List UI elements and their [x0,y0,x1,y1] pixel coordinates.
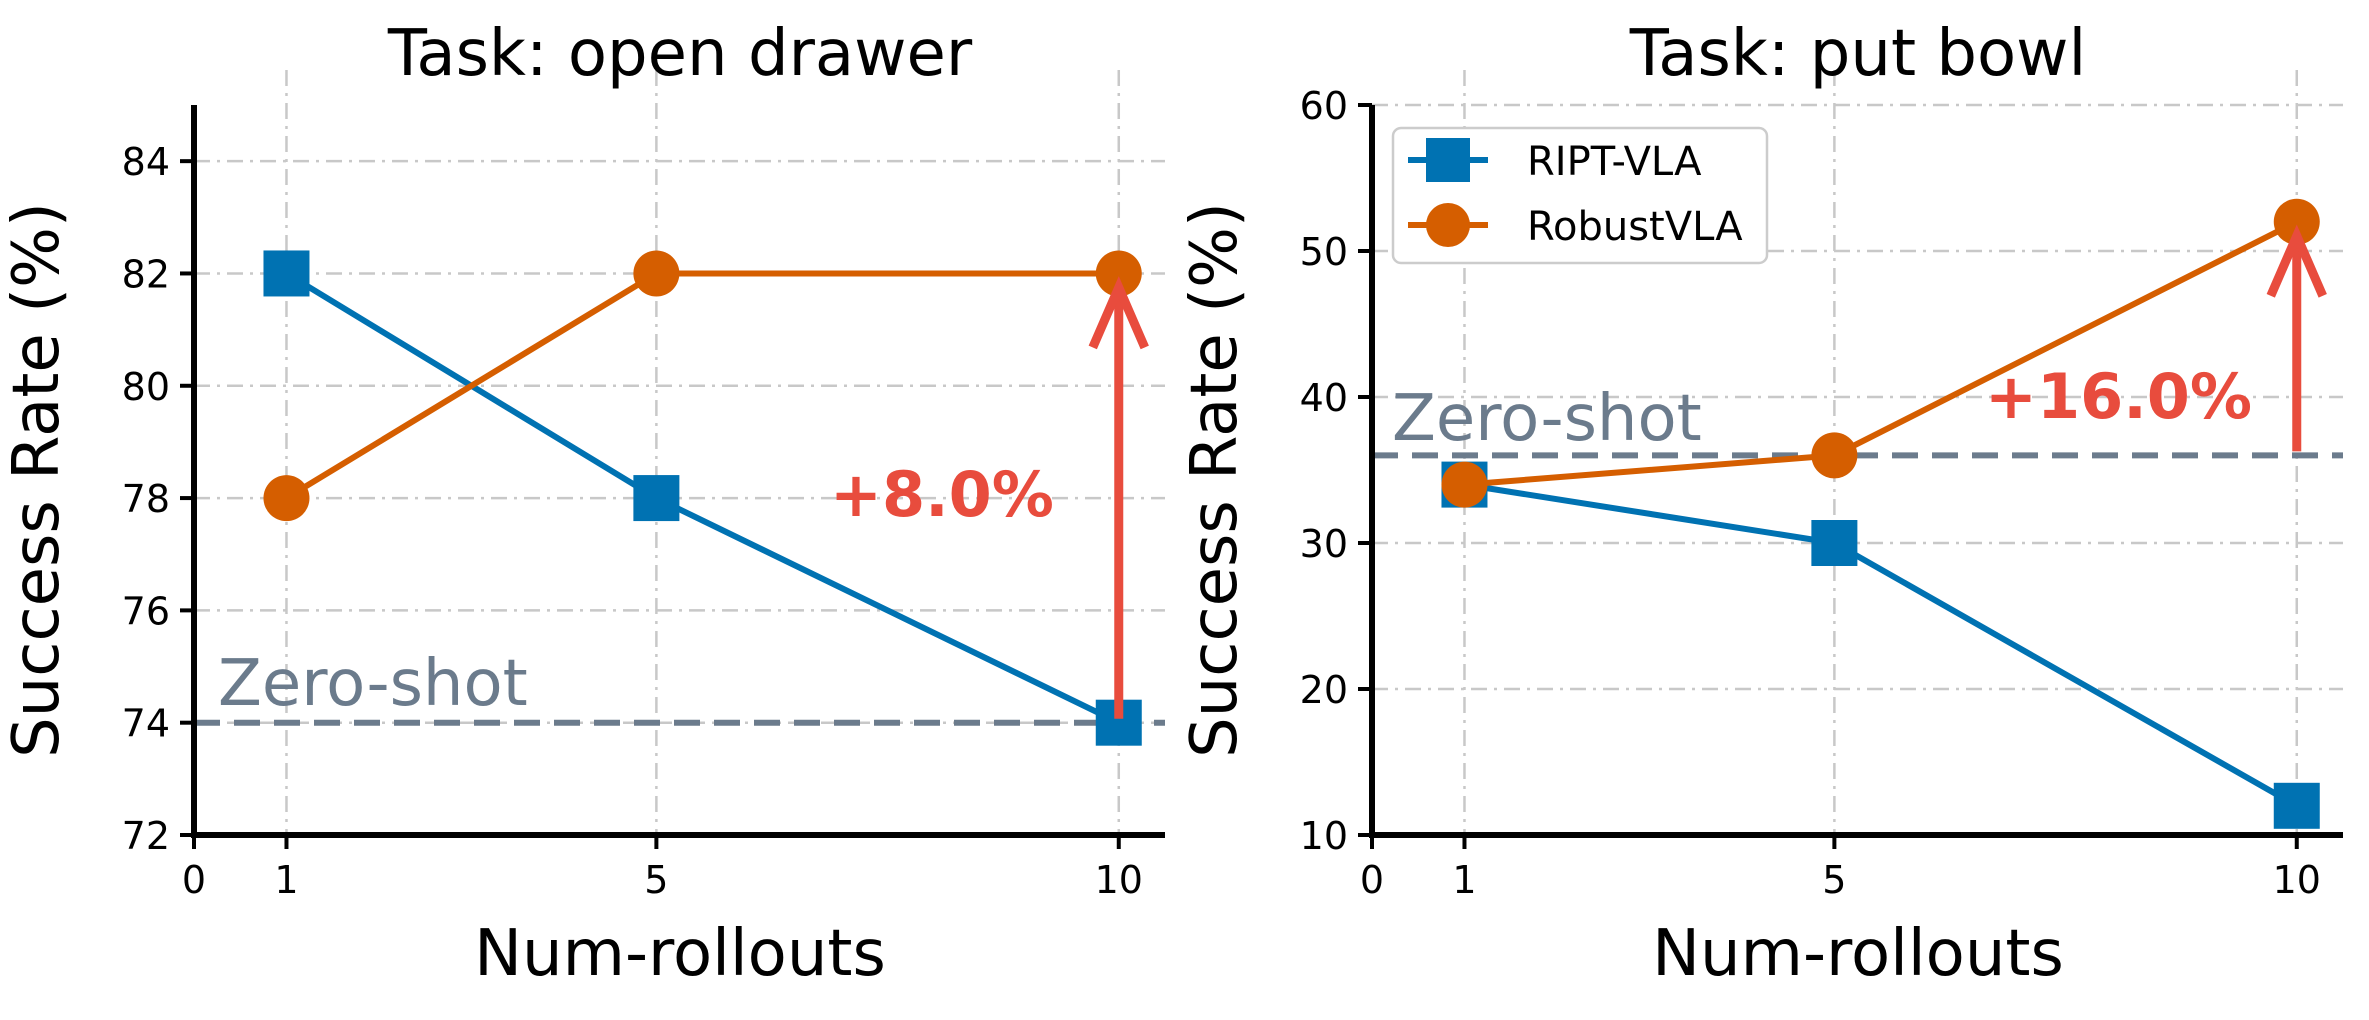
tick-labels: 10 20 30 40 50 60 0 1 5 10 [1300,84,2321,902]
data-point-ript-vla [263,250,310,297]
arrow-head [2266,224,2327,298]
data-point-robustvla [633,250,680,297]
y-tick-label: 60 [1300,84,1348,128]
axes [180,105,1165,849]
y-axis-label: Success Rate (%) [1178,202,1252,758]
x-axis-label: Num-rollouts [474,917,886,991]
tick-labels: 72 74 76 78 80 82 84 0 1 5 10 [122,140,1143,902]
x-tick-label: 5 [644,858,668,902]
y-tick-label: 74 [122,702,170,746]
chart-title: Task: open drawer [387,17,973,91]
x-tick-label: 10 [1095,858,1143,902]
series-group [1441,198,2320,829]
data-point-robustvla [263,475,310,522]
y-tick-label: 80 [122,365,170,409]
series-line-ript-vla [1464,481,2299,809]
legend-marker-robustvla [1426,203,1470,247]
x-tick-label: 5 [1822,858,1846,902]
data-point-ript-vla [2273,782,2320,829]
legend-label-robustvla: RobustVLA [1527,204,1743,250]
y-tick-label: 78 [122,477,170,521]
x-tick-label: 0 [1360,858,1384,902]
legend-marker-ript-vla [1426,138,1470,182]
data-point-robustvla [1811,432,1858,479]
y-tick-label: 84 [122,140,170,184]
x-tick-label: 10 [2273,858,2321,902]
x-tick-label: 1 [274,858,298,902]
x-tick-label: 0 [182,858,206,902]
axes [1358,103,2343,849]
data-point-robustvla [1441,461,1488,508]
y-tick-label: 76 [122,589,170,633]
data-point-ript-vla [633,475,680,522]
improvement-label: +8.0% [830,458,1054,531]
baseline-label: Zero-shot [218,647,528,721]
arrow-head [1088,276,1149,350]
y-tick-label: 30 [1300,522,1348,566]
legend: RIPT-VLA RobustVLA [1391,126,1769,265]
y-tick-label: 72 [122,814,170,858]
y-tick-label: 10 [1300,814,1348,858]
y-tick-label: 50 [1300,230,1348,274]
data-point-ript-vla [1811,520,1858,566]
data-point-robustvla [1095,250,1142,297]
chart-title: Task: put bowl [1629,17,2087,91]
x-axis-label: Num-rollouts [1652,917,2064,991]
series-group [263,250,1142,746]
y-tick-label: 40 [1300,376,1348,420]
improvement-label: +16.0% [1985,360,2252,433]
y-tick-label: 20 [1300,668,1348,712]
y-axis-label: Success Rate (%) [0,202,74,758]
data-point-robustvla [2273,198,2320,245]
y-tick-label: 82 [122,252,170,296]
improvement-arrow [2266,224,2327,452]
grid [1372,70,2343,835]
legend-label-ript-vla: RIPT-VLA [1527,139,1702,185]
improvement-arrow [1088,276,1149,719]
baseline-label: Zero-shot [1392,382,1702,456]
chart-open-drawer: 72 74 76 78 80 82 84 0 1 5 10 Task: open drawer Nu… [0,17,1165,991]
x-tick-label: 1 [1452,858,1476,902]
chart-put-bowl: 10 20 30 40 50 60 0 1 5 10 Task: put bowl Num-rol… [1178,17,2343,991]
